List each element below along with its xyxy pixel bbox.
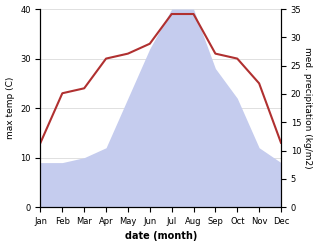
Y-axis label: max temp (C): max temp (C) [5,77,15,139]
Y-axis label: med. precipitation (kg/m2): med. precipitation (kg/m2) [303,47,313,169]
X-axis label: date (month): date (month) [125,231,197,242]
